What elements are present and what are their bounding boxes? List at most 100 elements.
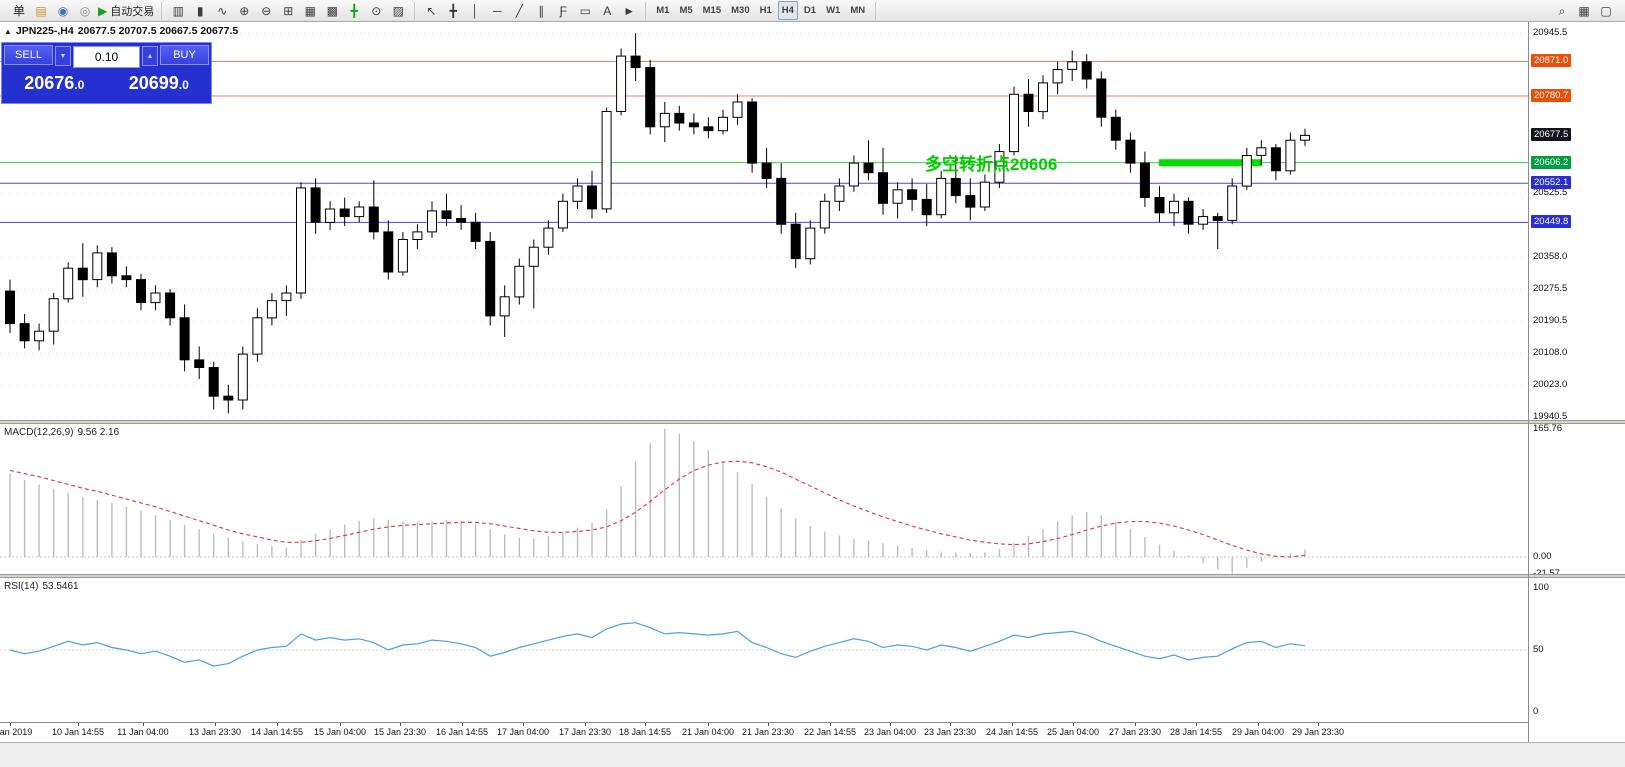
candlestick-chart-icon: ▮ <box>196 3 204 18</box>
timeframe-d1[interactable]: D1 <box>800 1 820 20</box>
crosshair-icon[interactable]: ╋ <box>443 1 463 20</box>
time-tick <box>277 723 278 726</box>
timeframe-m15[interactable]: M15 <box>699 1 725 20</box>
rsi-tick: 50 <box>1533 644 1544 655</box>
candlestick-chart-icon[interactable]: ▮ <box>190 1 210 20</box>
help-icon[interactable]: ◎ <box>75 1 95 20</box>
panel-separator-1[interactable] <box>0 420 1528 424</box>
time-label: 14 Jan 14:55 <box>250 727 304 737</box>
macd-panel[interactable]: MACD(12,26,9) 9.56 2.16 <box>0 424 1528 574</box>
timeframe-m1-label: M1 <box>656 5 670 16</box>
time-label: 17 Jan 04:00 <box>496 727 550 737</box>
vertical-line-icon[interactable]: │ <box>465 1 485 20</box>
timeframe-h1[interactable]: H1 <box>756 1 776 20</box>
shapes-icon[interactable]: ▭ <box>575 1 595 20</box>
toolbar: 单 ▤ ◉ ◎ ▶ 自动交易 ▥ ▮ ∿ ⊕ ⊖ ⊞ ▦ ▩ ╋ ⊙ ▨ ↖ ╋ │ ─ ╱ ∥ Ƒ ▭ A ► M1 M5 M15 M30… <box>0 0 1625 22</box>
volume-down-button[interactable]: ▼ <box>55 46 71 66</box>
channel-icon[interactable]: ∥ <box>531 1 551 20</box>
buy-price[interactable]: 20699.0 <box>128 73 189 93</box>
timeframe-w1[interactable]: W1 <box>822 1 844 20</box>
fullscreen-icon[interactable]: ▢ <box>1596 1 1616 20</box>
volume-up-button[interactable]: ▲ <box>142 46 158 66</box>
time-tick <box>143 723 144 726</box>
crosshair-icon: ╋ <box>449 3 457 18</box>
autotrading-button[interactable]: ▶ 自动交易 <box>97 1 155 20</box>
shapes-icon: ▭ <box>579 3 591 18</box>
symbol-name: JPN225-,H4 <box>15 25 74 37</box>
zoom-in-icon[interactable]: ⊕ <box>234 1 254 20</box>
cursor-icon[interactable]: ↖ <box>421 1 441 20</box>
timeframe-mn[interactable]: MN <box>846 1 869 20</box>
macd-canvas[interactable] <box>0 424 1528 574</box>
one-click-toggle-button[interactable]: ▲ <box>4 26 12 36</box>
horizontal-line-icon: ─ <box>492 3 502 18</box>
timeframe-h4-label: H4 <box>781 5 794 16</box>
chart-annotation[interactable]: 多空转折点20606 <box>925 155 1058 174</box>
sell-button[interactable]: SELL <box>4 45 53 65</box>
time-tick <box>768 723 769 726</box>
main-chart-panel[interactable]: ▲ JPN225-,H4 20677.5 20707.5 20667.5 206… <box>0 22 1528 420</box>
axis-separator-1 <box>1529 420 1625 424</box>
price-axis[interactable]: 20945.5 20525.5 20358.0 20275.5 20190.5 20108… <box>1528 22 1625 767</box>
time-tick <box>1073 723 1074 726</box>
auto-arrange-icon[interactable]: ▦ <box>300 1 320 20</box>
price-tick: 20945.5 <box>1533 27 1568 38</box>
arrow-icon[interactable]: ► <box>619 1 639 20</box>
price-badge: 20677.5 <box>1531 128 1572 141</box>
accounts-icon[interactable]: ◉ <box>53 1 73 20</box>
timeframe-h4[interactable]: H4 <box>777 1 798 20</box>
templates-icon[interactable]: ▨ <box>388 1 408 20</box>
price-badge: 20871.0 <box>1531 54 1572 67</box>
line-chart-icon[interactable]: ∿ <box>212 1 232 20</box>
text-icon[interactable]: A <box>597 1 617 20</box>
rsi-canvas[interactable] <box>0 578 1528 722</box>
time-tick <box>400 723 401 726</box>
rsi-tick: 100 <box>1533 582 1549 593</box>
channel-icon: ∥ <box>538 3 545 18</box>
chart-folder-icon[interactable]: ▤ <box>31 1 51 20</box>
timeframe-m5[interactable]: M5 <box>675 1 696 20</box>
accounts-icon: ◉ <box>57 3 69 18</box>
templates-icon: ▨ <box>392 3 404 18</box>
time-tick <box>1135 723 1136 726</box>
toolbar-group-timeframes: M1 M5 M15 M30 H1 H4 D1 W1 MN <box>646 1 877 20</box>
time-label: 25 Jan 04:00 <box>1046 727 1100 737</box>
time-tick <box>890 723 891 726</box>
time-label: 18 Jan 14:55 <box>618 727 672 737</box>
periods-icon[interactable]: ⊙ <box>366 1 386 20</box>
time-axis[interactable]: 9 Jan 2019 10 Jan 14:55 11 Jan 04:00 13 Jan… <box>0 722 1528 742</box>
time-label: 16 Jan 14:55 <box>435 727 489 737</box>
price-badge: 20606.2 <box>1531 156 1572 169</box>
sell-price[interactable]: 20676.0 <box>24 73 85 93</box>
indicators-button[interactable]: ╋ <box>344 1 364 20</box>
time-tick <box>645 723 646 726</box>
time-tick <box>1318 723 1319 726</box>
time-label: 15 Jan 04:00 <box>313 727 367 737</box>
rsi-panel[interactable]: RSI(14) 53.5461 <box>0 578 1528 722</box>
tile-windows-icon[interactable]: ⊞ <box>278 1 298 20</box>
fibonacci-icon[interactable]: Ƒ <box>553 1 573 20</box>
zoom-out-icon[interactable]: ⊖ <box>256 1 276 20</box>
main-chart-canvas[interactable] <box>0 22 1528 420</box>
zoom-in-icon: ⊕ <box>239 3 250 18</box>
price-tick: 20108.0 <box>1533 347 1568 358</box>
periods-icon: ⊙ <box>371 3 382 18</box>
trendline-icon[interactable]: ╱ <box>509 1 529 20</box>
bar-chart-icon[interactable]: ▥ <box>168 1 188 20</box>
timeframe-m1[interactable]: M1 <box>652 1 673 20</box>
search-icon[interactable]: ⌕ <box>1552 1 1572 20</box>
data-window-icon[interactable]: ▦ <box>1574 1 1594 20</box>
timeframe-w1-label: W1 <box>826 5 841 16</box>
time-label: 9 Jan 2019 <box>0 727 33 737</box>
timeframe-m30[interactable]: M30 <box>727 1 753 20</box>
autotrading-button-label: 自动交易 <box>110 5 155 18</box>
price-badge: 20552.1 <box>1531 176 1572 189</box>
horizontal-line-icon[interactable]: ─ <box>487 1 507 20</box>
chart-grid-icon[interactable]: ▩ <box>322 1 342 20</box>
toolbar-group-tools: ↖ ╋ │ ─ ╱ ∥ Ƒ ▭ A ► <box>415 1 647 20</box>
panel-separator-2[interactable] <box>0 574 1528 578</box>
new-order-button[interactable]: 单 <box>9 1 29 20</box>
volume-input[interactable] <box>73 46 140 68</box>
rsi-label: RSI(14) 53.5461 <box>4 581 79 592</box>
buy-button[interactable]: BUY <box>160 45 209 65</box>
